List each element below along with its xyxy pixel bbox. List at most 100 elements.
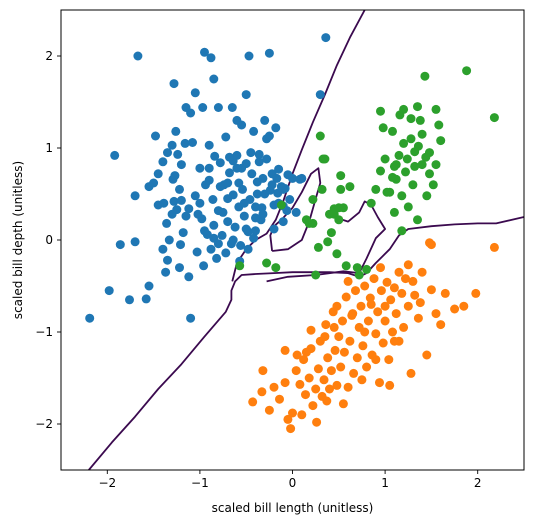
data-point <box>311 270 321 280</box>
data-point <box>325 384 334 394</box>
data-point <box>258 173 268 183</box>
data-point <box>199 261 209 271</box>
data-point <box>410 290 420 300</box>
data-point <box>247 169 257 179</box>
data-point <box>104 286 114 296</box>
data-point <box>267 180 277 190</box>
data-point <box>345 182 355 192</box>
data-point <box>366 198 376 208</box>
data-point <box>212 253 222 263</box>
data-point <box>434 120 444 130</box>
data-point <box>235 261 245 271</box>
data-point <box>349 368 359 378</box>
boundary-line <box>266 200 387 283</box>
data-point <box>175 184 184 194</box>
data-point <box>375 378 384 388</box>
data-point <box>321 320 331 330</box>
data-point <box>186 313 196 323</box>
data-point <box>308 195 318 204</box>
data-point <box>313 364 323 374</box>
data-point <box>421 152 431 162</box>
data-point <box>380 301 390 311</box>
scatter-points <box>85 33 499 434</box>
data-point <box>366 299 376 309</box>
data-point <box>204 175 214 185</box>
x-axis-label: scaled bill length (unitless) <box>212 501 374 515</box>
data-point <box>413 102 422 112</box>
data-point <box>422 350 432 360</box>
data-point <box>373 307 383 317</box>
data-point <box>406 114 416 124</box>
data-point <box>326 366 336 376</box>
data-point <box>406 134 416 144</box>
data-point <box>311 384 321 394</box>
data-point <box>462 66 472 76</box>
data-point <box>413 141 423 151</box>
boundary-line <box>88 216 524 470</box>
data-point <box>291 366 301 376</box>
data-point <box>339 347 349 357</box>
data-point <box>204 140 214 150</box>
data-point <box>276 200 286 210</box>
data-point <box>334 332 344 342</box>
data-point <box>161 267 171 277</box>
data-point <box>271 123 281 133</box>
data-point <box>167 140 177 150</box>
data-point <box>181 211 191 221</box>
data-point <box>420 71 430 81</box>
data-point <box>354 270 364 280</box>
data-point <box>200 226 209 236</box>
data-point <box>280 345 290 355</box>
data-point <box>149 178 159 188</box>
data-point <box>399 322 409 332</box>
data-point <box>206 53 216 63</box>
data-point <box>206 244 216 254</box>
data-point <box>237 120 247 130</box>
data-point <box>312 417 322 427</box>
data-point <box>243 244 253 254</box>
data-point <box>389 336 399 346</box>
data-point <box>357 375 367 385</box>
data-point <box>406 368 416 378</box>
data-point <box>169 196 179 206</box>
data-point <box>285 195 295 204</box>
data-point <box>401 167 410 177</box>
data-point <box>388 172 397 182</box>
data-point <box>158 157 168 167</box>
data-point <box>321 33 331 43</box>
data-point <box>178 228 188 238</box>
data-point <box>153 169 163 179</box>
data-point <box>215 158 225 168</box>
data-point <box>213 239 223 249</box>
data-point <box>278 217 288 227</box>
data-point <box>223 217 233 227</box>
data-point <box>200 47 209 57</box>
data-point <box>210 151 220 161</box>
y-tick-label: 0 <box>45 233 53 247</box>
data-point <box>356 301 366 311</box>
data-point <box>338 399 348 409</box>
data-point <box>292 350 302 360</box>
data-point <box>394 267 404 277</box>
data-point <box>190 88 200 98</box>
data-point <box>329 209 339 219</box>
data-point <box>380 154 390 164</box>
data-point <box>193 209 203 219</box>
data-point <box>413 215 422 225</box>
data-point <box>336 184 346 194</box>
data-point <box>130 191 140 201</box>
data-point <box>322 396 332 406</box>
data-point <box>332 249 342 259</box>
data-point <box>385 380 395 390</box>
data-point <box>85 313 95 323</box>
data-point <box>244 51 254 61</box>
data-point <box>425 169 434 179</box>
data-point <box>232 163 242 173</box>
data-point <box>278 184 288 194</box>
data-point <box>415 298 425 308</box>
data-point <box>228 235 238 245</box>
data-point <box>436 136 446 146</box>
data-point <box>239 198 249 208</box>
data-point <box>283 414 293 424</box>
